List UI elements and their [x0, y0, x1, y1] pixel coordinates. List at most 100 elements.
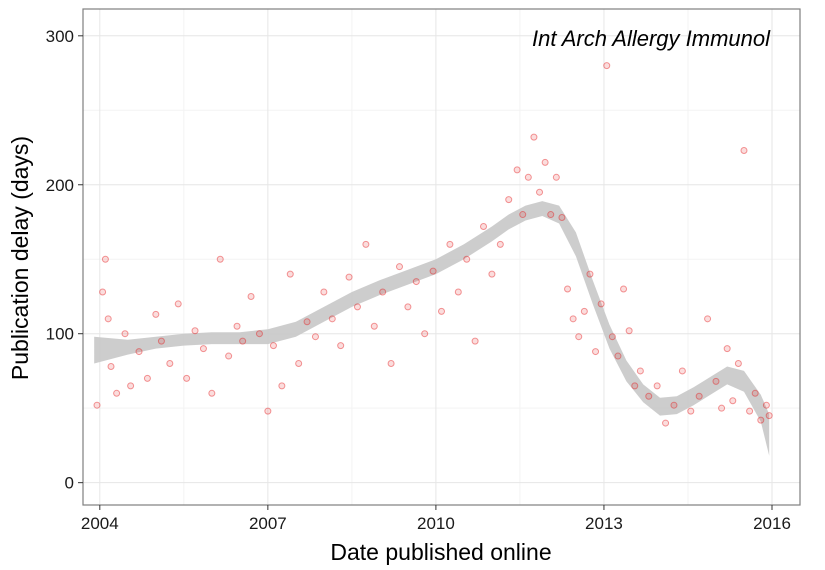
data-point — [255, 330, 263, 338]
y-tick-label: 300 — [46, 27, 74, 46]
y-tick-label: 100 — [46, 325, 74, 344]
data-point — [536, 188, 544, 196]
data-point — [636, 367, 644, 375]
x-axis-title: Date published online — [330, 539, 551, 565]
data-point — [446, 240, 454, 248]
data-point — [704, 315, 712, 323]
data-point — [653, 382, 661, 390]
data-point — [575, 333, 583, 341]
data-point — [99, 288, 107, 296]
data-point — [762, 401, 770, 409]
data-point — [303, 318, 311, 326]
data-point — [264, 407, 272, 415]
data-point — [93, 401, 101, 409]
data-point — [524, 173, 532, 181]
x-tick-label: 2016 — [753, 514, 791, 533]
data-point — [670, 401, 678, 409]
data-point — [143, 374, 151, 382]
data-point — [454, 288, 462, 296]
data-point — [718, 404, 726, 412]
data-point — [530, 133, 538, 141]
data-point — [286, 270, 294, 278]
data-point — [746, 407, 754, 415]
data-point — [740, 147, 748, 155]
data-point — [247, 292, 255, 300]
data-point — [183, 374, 191, 382]
data-point — [127, 382, 135, 390]
data-point — [421, 330, 429, 338]
data-point — [353, 303, 361, 311]
data-point — [362, 240, 370, 248]
data-point — [723, 345, 731, 353]
data-point — [519, 211, 527, 219]
data-point — [765, 412, 773, 420]
x-tick-label: 2010 — [417, 514, 455, 533]
data-point — [603, 62, 611, 70]
data-point — [233, 322, 241, 330]
x-axis: 2004 2007 2010 2013 2016 — [81, 505, 791, 533]
y-axis: 0 100 200 300 — [46, 27, 83, 493]
data-point — [104, 315, 112, 323]
data-point — [513, 166, 521, 174]
data-point — [174, 300, 182, 308]
plot-frame — [82, 8, 801, 506]
x-tick-label: 2004 — [81, 514, 119, 533]
data-point — [107, 362, 115, 370]
x-tick-label: 2013 — [585, 514, 623, 533]
data-point — [166, 359, 174, 367]
data-point — [751, 389, 759, 397]
data-point — [135, 348, 143, 356]
data-point — [695, 392, 703, 400]
data-point — [734, 359, 742, 367]
data-point — [620, 285, 628, 293]
x-tick-label: 2007 — [249, 514, 287, 533]
data-point — [729, 397, 737, 405]
data-point — [337, 342, 345, 350]
data-point — [295, 359, 303, 367]
data-point — [311, 333, 319, 341]
data-point — [239, 337, 247, 345]
y-tick-label: 0 — [65, 474, 74, 493]
chart-annotation: Int Arch Allergy Immunol — [532, 26, 771, 51]
data-point — [592, 348, 600, 356]
data-point — [586, 270, 594, 278]
data-point — [614, 352, 622, 360]
data-point — [191, 327, 199, 335]
data-point — [208, 389, 216, 397]
data-point — [379, 288, 387, 296]
data-point — [597, 300, 605, 308]
data-point — [488, 270, 496, 278]
data-point — [564, 285, 572, 293]
data-point — [552, 173, 560, 181]
data-point — [429, 267, 437, 275]
data-point — [101, 255, 109, 263]
data-point — [345, 273, 353, 281]
data-point — [496, 240, 504, 248]
data-point — [547, 211, 555, 219]
data-point — [216, 255, 224, 263]
y-axis-title: Publication delay (days) — [7, 136, 33, 380]
data-point — [404, 303, 412, 311]
data-point — [121, 330, 129, 338]
data-point — [199, 345, 207, 353]
data-point — [541, 158, 549, 166]
data-point — [480, 222, 488, 230]
data-point — [320, 288, 328, 296]
data-point — [645, 392, 653, 400]
data-point — [712, 377, 720, 385]
scatter-points — [93, 62, 773, 427]
data-point — [471, 337, 479, 345]
data-point — [687, 407, 695, 415]
data-point — [328, 315, 336, 323]
data-point — [608, 333, 616, 341]
data-point — [387, 359, 395, 367]
data-point — [505, 196, 513, 204]
data-point — [157, 337, 165, 345]
data-point — [569, 315, 577, 323]
data-point — [558, 214, 566, 222]
data-point — [152, 310, 160, 318]
data-point — [580, 307, 588, 315]
y-tick-label: 200 — [46, 176, 74, 195]
